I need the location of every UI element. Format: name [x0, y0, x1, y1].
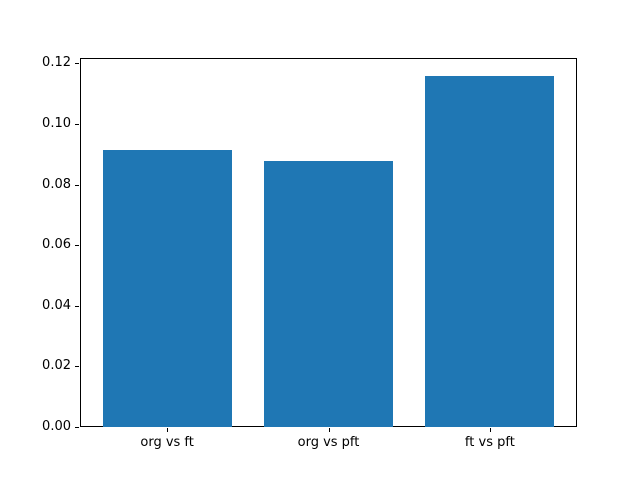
y-tick-label: 0.06	[42, 237, 71, 253]
x-tick-label: ft vs pft	[464, 435, 515, 450]
y-tick-mark	[75, 366, 79, 368]
y-tick-label: 0.04	[42, 297, 71, 313]
y-tick-mark	[75, 184, 79, 186]
bar-ft-vs-pft	[425, 75, 555, 427]
y-tick-label: 0.12	[42, 55, 71, 71]
y-tick-label: 0.08	[42, 176, 71, 192]
y-tick-label: 0.02	[42, 358, 71, 374]
y-tick-mark	[75, 63, 79, 65]
x-tick-mark	[328, 428, 330, 432]
y-tick-mark	[75, 427, 79, 428]
y-tick-label: 0.00	[42, 419, 71, 434]
y-tick-label: 0.10	[42, 116, 71, 132]
y-tick-mark	[75, 305, 79, 307]
x-tick-mark	[489, 428, 491, 432]
bar-org-vs-pft	[263, 161, 394, 427]
x-tick-mark	[167, 428, 169, 432]
y-tick-mark	[75, 245, 79, 247]
bar-org-vs-ft	[102, 149, 232, 427]
y-tick-mark	[75, 124, 79, 126]
x-tick-label: org vs ft	[140, 435, 194, 450]
x-tick-label: org vs pft	[297, 435, 360, 450]
